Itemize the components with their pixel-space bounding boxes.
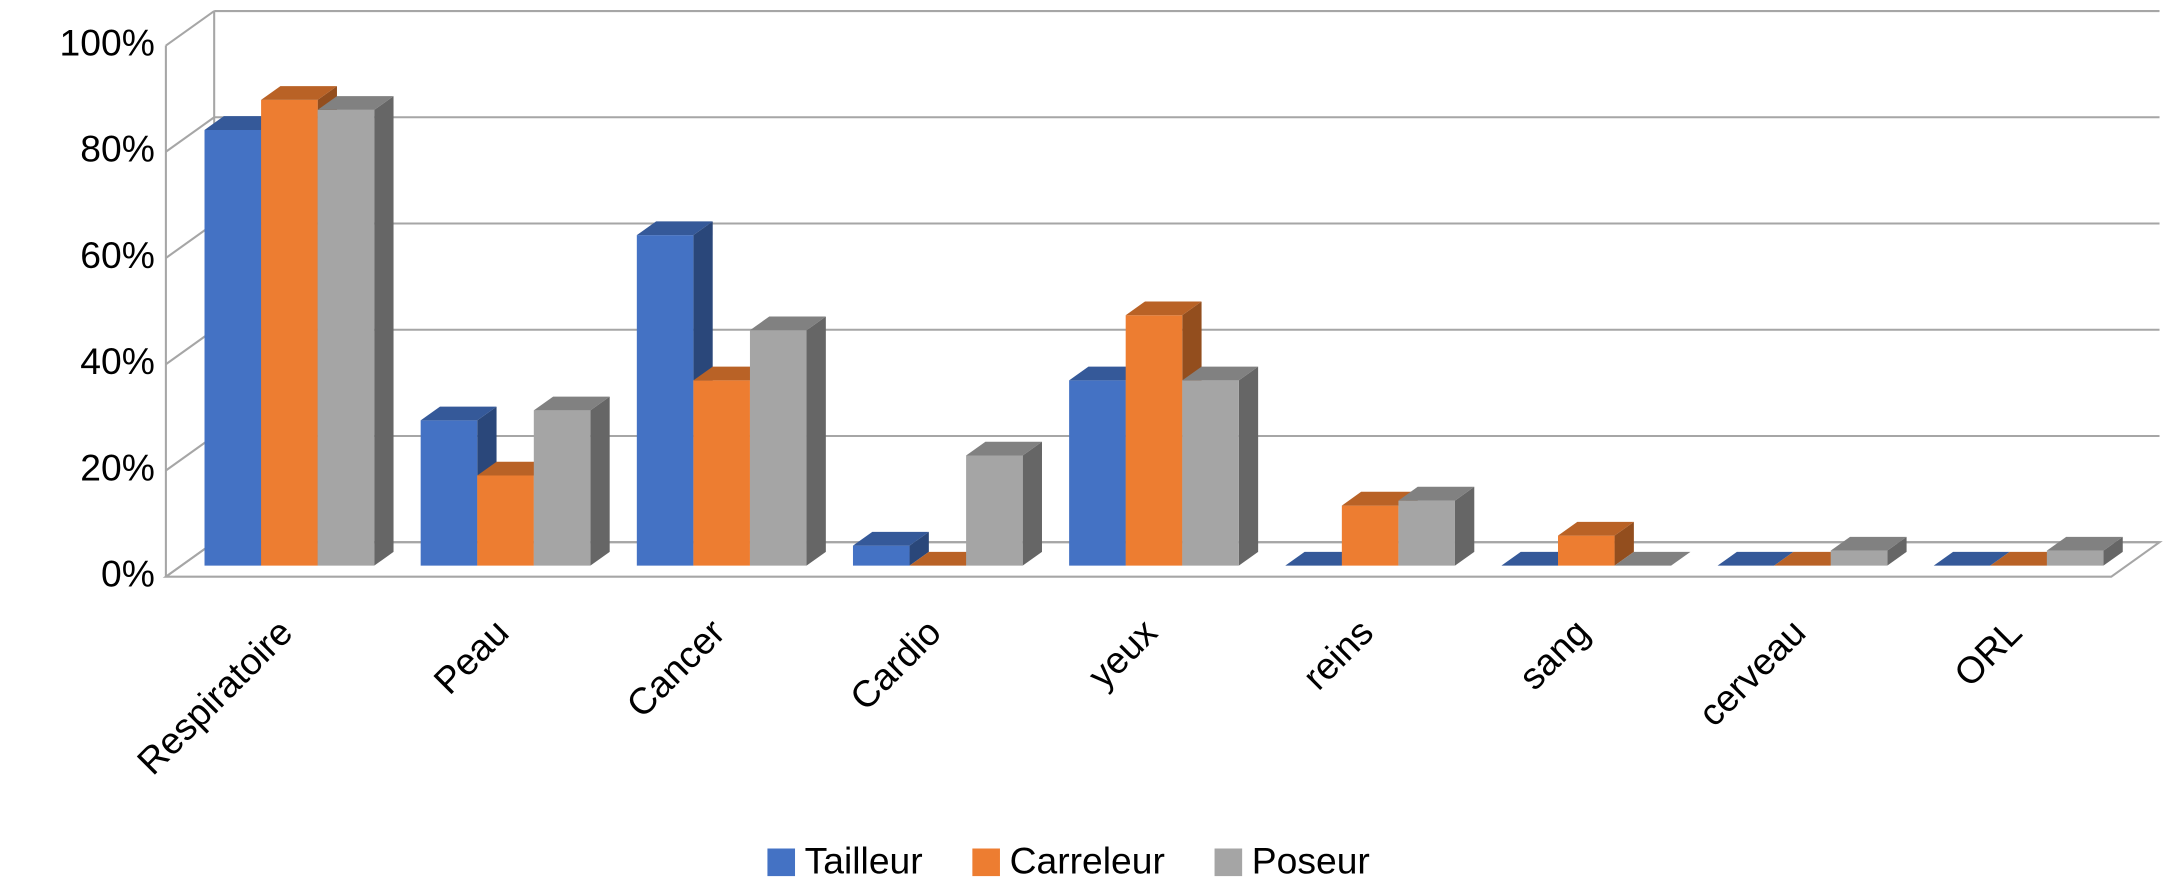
bar-front [317,109,375,566]
bar-front [2046,550,2104,566]
bar [1717,551,1794,566]
bar [1830,536,1907,566]
bar-side [1454,486,1475,566]
bar [966,441,1042,566]
grid-line-side [165,10,215,47]
x-tick-label: reins [1294,611,1381,698]
bar [2046,536,2123,566]
y-tick-label: 0% [101,553,155,595]
bar [1398,486,1475,566]
bar-front [1182,380,1239,566]
bar-top [1830,536,1907,551]
bar [1182,366,1259,566]
bar-top [966,441,1042,456]
bar-front [477,475,534,566]
bar-front [636,235,694,566]
bar-top [1614,551,1691,566]
bar-side [2103,536,2123,566]
bar-front [204,129,262,566]
bar-top [1182,366,1259,381]
bar-top [420,406,497,421]
bar-side [590,396,610,566]
floor [162,541,2163,578]
bar-front [1557,535,1615,566]
legend-swatch [767,848,796,877]
x-tick-label: yeux [1080,610,1166,696]
y-tick-label: 100% [60,21,155,63]
bar-front [966,455,1023,566]
bar [317,96,394,566]
bar [533,396,610,566]
bar-side [1887,536,1907,566]
bar-front [420,420,478,566]
bar-top [749,316,826,331]
x-tick-label: Cancer [618,611,733,726]
bar-top [852,531,929,546]
y-tick-label: 80% [80,128,155,170]
bar-top [261,86,337,100]
bar-top [1398,486,1475,501]
x-tick-label: Peau [425,611,516,702]
legend-label: Tailleur [805,840,923,882]
x-tick-label: Cardio [842,611,949,718]
y-tick-label: 20% [80,446,155,488]
bar-side [909,531,929,566]
bar-side [1238,366,1259,566]
x-tick-label: cerveau [1690,611,1813,734]
bar-front [749,330,807,566]
x-tick-label: ORL [1946,611,2030,695]
bar-front [852,545,910,566]
legend-swatch [972,848,1000,877]
bar [1614,551,1691,566]
bar-front [1398,500,1455,566]
bar-top [317,96,394,110]
x-tick-label: sang [1510,611,1597,698]
legend-swatch [1214,848,1243,877]
bar-top [1933,551,2010,566]
bar [749,316,826,566]
legend-label: Carreleur [1010,840,1165,882]
legend-label: Poseur [1252,840,1370,882]
bar-front [1830,550,1888,566]
bar-side [806,316,826,566]
bar [1933,551,2010,566]
grid-line-side [165,116,215,153]
bar-side [1614,521,1634,566]
y-tick-label: 60% [80,234,155,276]
bar-top [1125,301,1202,316]
y-tick-label: 40% [80,340,155,382]
bar-top [636,221,713,236]
bar-front [1069,380,1126,566]
bar-top [533,396,610,411]
bar-top [2046,536,2123,551]
bar [1557,521,1634,566]
x-tick-label: Respiratoire [129,611,301,783]
bar-top [1717,551,1794,566]
bar [852,531,929,566]
bar-side [1022,441,1042,566]
bar-front [1341,505,1399,566]
bar-front [533,410,591,566]
bar-front [261,99,318,566]
bar-side [374,96,394,566]
bar-front [693,380,750,566]
bar-front [1125,315,1183,566]
bar-top [1557,521,1634,536]
